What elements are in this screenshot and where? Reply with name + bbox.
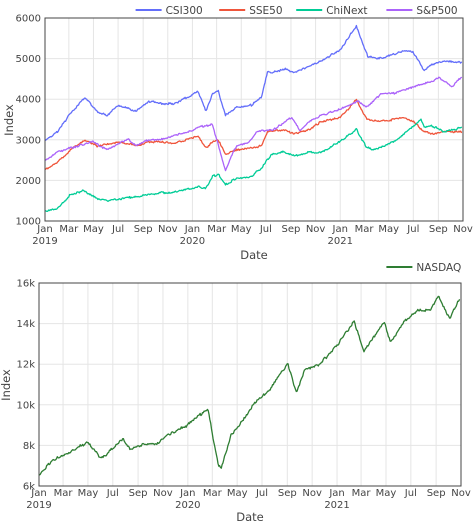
y-tick-label: 6000 (16, 14, 41, 25)
legend: CSI300 SSE50 ChiNext S&P500 (135, 5, 458, 17)
x-axis-title: Date (236, 510, 264, 524)
x-tick-label: Jan (30, 488, 46, 499)
x-tick-label: Nov (306, 224, 326, 235)
series-line-sp500[interactable] (45, 76, 463, 172)
x-tick-label: Jul (111, 224, 124, 235)
y-tick-label: 14k (16, 319, 35, 330)
y-tick-label: 1000 (16, 217, 41, 228)
series-line-nasdaq[interactable] (38, 295, 461, 476)
x-tick-year-label: 2019 (26, 500, 51, 511)
series-line-chinext[interactable] (45, 118, 463, 213)
x-tick-year-label: 2021 (327, 236, 352, 247)
x-tick-label: Sep (427, 488, 446, 499)
x-tick-label: Jul (404, 488, 417, 499)
legend-label: CSI300 (166, 5, 203, 17)
x-tick-label: Sep (282, 224, 301, 235)
x-tick-label: Sep (129, 488, 148, 499)
legend-item-csi300[interactable]: CSI300 (135, 5, 203, 17)
legend-label: ChiNext (326, 5, 367, 17)
x-tick-label: Mar (207, 224, 227, 235)
x-tick-label: Jan (179, 488, 195, 499)
legend-label: S&P500 (416, 5, 457, 17)
plot-area (45, 18, 463, 221)
y-tick-label: 12k (16, 360, 35, 371)
y-tick-label: 6k (23, 482, 35, 493)
x-tick-label: Nov (453, 224, 473, 235)
x-tick-label: Nov (158, 224, 178, 235)
legend-item-sp500[interactable]: S&P500 (386, 5, 458, 17)
x-tick-label: Nov (302, 488, 322, 499)
plot-area (39, 283, 461, 486)
x-tick-label: Jul (255, 488, 268, 499)
x-tick-year-label: 2019 (32, 236, 57, 247)
x-tick-label: Jul (106, 488, 119, 499)
x-tick-label: Sep (429, 224, 448, 235)
x-tick-year-label: 2021 (324, 500, 349, 511)
x-tick-label: Jul (259, 224, 272, 235)
x-tick-label: Nov (451, 488, 471, 499)
x-tick-label: Jan (36, 224, 52, 235)
y-tick-label: 8k (23, 441, 35, 452)
x-axis-title: Date (240, 248, 268, 262)
x-tick-label: May (378, 224, 399, 235)
x-tick-label: Mar (352, 488, 372, 499)
y-tick-label: 16k (16, 279, 35, 290)
legend-label: NASDAQ (416, 262, 461, 274)
x-tick-label: Jul (406, 224, 419, 235)
x-tick-year-label: 2020 (175, 500, 200, 511)
x-tick-label: Nov (153, 488, 173, 499)
plot-border (38, 282, 462, 487)
y-axis-title: Index (2, 104, 16, 136)
legend-item-chinext[interactable]: ChiNext (296, 5, 368, 17)
y-tick-label: 3000 (16, 135, 41, 146)
x-tick-label: May (231, 224, 252, 235)
plot-border (44, 17, 464, 222)
x-tick-label: May (376, 488, 397, 499)
x-tick-label: Jan (184, 224, 200, 235)
x-tick-label: Jan (332, 224, 348, 235)
x-tick-label: Mar (59, 224, 79, 235)
x-tick-label: Sep (134, 224, 153, 235)
x-tick-year-label: 2020 (180, 236, 205, 247)
x-tick-label: Mar (355, 224, 375, 235)
legend: NASDAQ (386, 262, 461, 274)
x-tick-label: May (78, 488, 99, 499)
x-tick-label: May (83, 224, 104, 235)
y-tick-label: 4000 (16, 95, 41, 106)
y-axis-title: Index (0, 369, 13, 401)
x-tick-label: May (227, 488, 248, 499)
y-tick-label: 10k (16, 400, 35, 411)
x-tick-label: Jan (328, 488, 344, 499)
legend-label: SSE50 (249, 5, 282, 17)
x-tick-label: Mar (54, 488, 74, 499)
series-line-csi300[interactable] (44, 24, 463, 141)
y-tick-label: 2000 (16, 176, 41, 187)
series-line-sse50[interactable] (44, 98, 463, 170)
y-tick-label: 5000 (16, 54, 41, 65)
x-tick-label: Mar (203, 488, 223, 499)
legend-item-nasdaq[interactable]: NASDAQ (386, 262, 461, 274)
x-tick-label: Sep (278, 488, 297, 499)
legend-item-sse50[interactable]: SSE50 (219, 5, 283, 17)
